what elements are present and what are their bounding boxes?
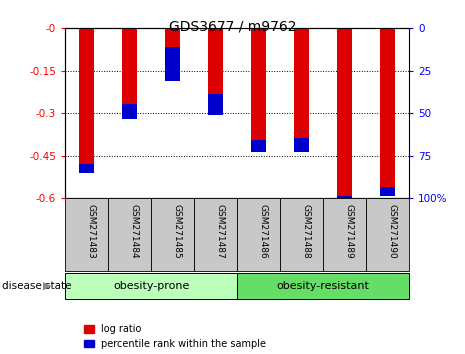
Bar bbox=[380, 28, 395, 196]
Text: GSM271483: GSM271483 bbox=[86, 204, 96, 259]
Bar bbox=[237, 273, 409, 299]
Text: GSM271490: GSM271490 bbox=[388, 204, 397, 259]
Bar bbox=[237, 198, 280, 271]
Bar bbox=[79, 164, 94, 173]
Bar bbox=[122, 28, 137, 119]
Legend: log ratio, percentile rank within the sample: log ratio, percentile rank within the sa… bbox=[84, 324, 266, 349]
Text: GSM271489: GSM271489 bbox=[345, 204, 354, 259]
Bar bbox=[294, 28, 309, 152]
Bar bbox=[294, 138, 309, 152]
Bar bbox=[165, 28, 180, 81]
Bar bbox=[65, 273, 237, 299]
Bar bbox=[337, 28, 352, 198]
Bar bbox=[65, 198, 108, 271]
Text: GSM271488: GSM271488 bbox=[302, 204, 311, 259]
Text: GDS3677 / m9762: GDS3677 / m9762 bbox=[169, 19, 296, 34]
Bar bbox=[79, 28, 94, 173]
Bar bbox=[208, 28, 223, 115]
Bar bbox=[380, 188, 395, 196]
Bar bbox=[208, 94, 223, 115]
Text: obesity-resistant: obesity-resistant bbox=[277, 281, 370, 291]
Bar bbox=[108, 198, 151, 271]
Bar bbox=[280, 198, 323, 271]
Text: ▶: ▶ bbox=[43, 281, 51, 291]
Text: GSM271487: GSM271487 bbox=[216, 204, 225, 259]
Text: GSM271485: GSM271485 bbox=[173, 204, 182, 259]
Text: GSM271484: GSM271484 bbox=[130, 204, 139, 259]
Bar bbox=[251, 139, 266, 152]
Bar bbox=[194, 198, 237, 271]
Text: disease state: disease state bbox=[2, 281, 72, 291]
Text: obesity-prone: obesity-prone bbox=[113, 281, 189, 291]
Bar bbox=[366, 198, 409, 271]
Text: GSM271486: GSM271486 bbox=[259, 204, 268, 259]
Bar bbox=[122, 104, 137, 119]
Bar bbox=[165, 47, 180, 81]
Bar bbox=[337, 196, 352, 198]
Bar bbox=[323, 198, 366, 271]
Bar bbox=[151, 198, 194, 271]
Bar bbox=[251, 28, 266, 152]
